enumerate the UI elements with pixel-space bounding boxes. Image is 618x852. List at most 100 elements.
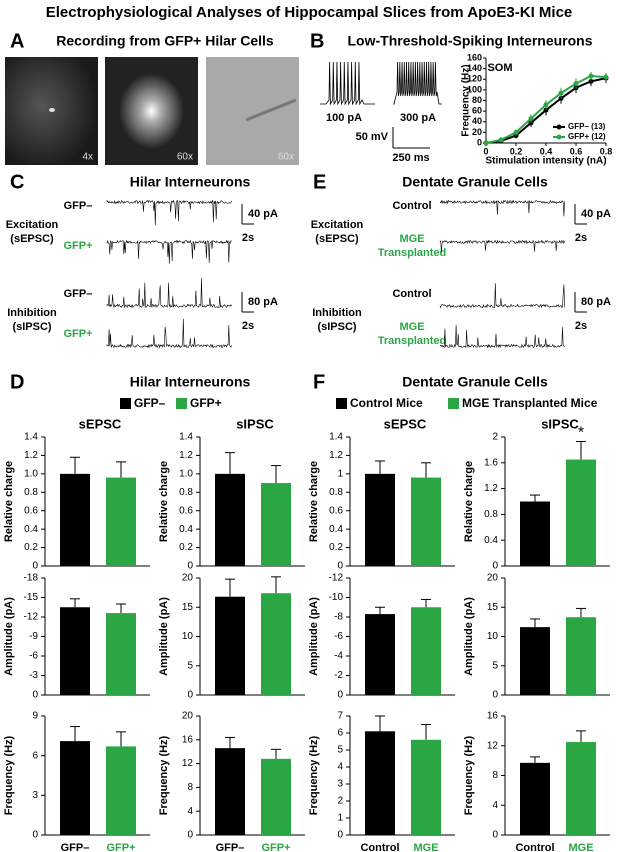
y-tick-label: -3 [29, 670, 38, 681]
row-label: Transplanted [378, 247, 446, 259]
data-point [513, 129, 519, 135]
panel-letter: F [313, 371, 325, 393]
y-tick-label: 0.6 [329, 505, 343, 516]
data-point [588, 73, 594, 79]
y-tick-label: 20 [487, 573, 499, 584]
y-tick-label: 10 [182, 631, 194, 642]
y-tick-label: 160 [467, 52, 482, 62]
current-trace [439, 239, 565, 253]
y-tick-label: -2 [334, 670, 343, 681]
y-tick-label: 1.4 [329, 432, 343, 443]
annotation: SOM [487, 62, 512, 74]
y-tick-label: 10 [487, 631, 499, 642]
y-tick-label: 80 [472, 95, 482, 105]
legend-swatch [448, 398, 459, 409]
bar [520, 627, 550, 695]
y-axis-label: Frequency (Hz) [308, 735, 320, 815]
group-label: (sIPSC) [317, 321, 356, 333]
panel-letter: D [10, 371, 24, 393]
data-point [528, 116, 534, 122]
x-axis-label: Stimulation intensity (nA) [485, 156, 606, 167]
y-tick-label: 9 [32, 711, 38, 722]
x-tick-label: 0.8 [600, 146, 613, 156]
bar [365, 473, 395, 566]
row-label: Control [392, 288, 431, 300]
current-trace [439, 324, 565, 349]
y-axis-label: Frequency (Hz) [158, 735, 170, 815]
voltage-trace [320, 61, 375, 106]
y-tick-label: 5 [187, 660, 193, 671]
y-tick-label: 0.4 [179, 524, 193, 535]
y-tick-label: 0 [337, 561, 343, 572]
row-label: Transplanted [378, 335, 446, 347]
bar [215, 596, 245, 695]
scale-label: 250 ms [392, 152, 429, 164]
group-label: (sIPSC) [12, 321, 51, 333]
bar [106, 477, 136, 566]
data-point [543, 102, 549, 108]
y-tick-label: 0.4 [24, 524, 38, 535]
y-tick-label: 1.2 [484, 483, 498, 494]
y-tick-label: -8 [334, 612, 343, 623]
row-label: MGE [399, 233, 424, 245]
legend-label: GFP+ (12) [568, 132, 606, 141]
data-point [558, 90, 564, 96]
bar [106, 746, 136, 835]
y-tick-label: 0.4 [329, 524, 343, 535]
y-tick-label: -4 [334, 651, 343, 662]
x-tick-label: GFP– [61, 842, 90, 852]
y-tick-label: 0.2 [24, 542, 38, 553]
bar [261, 483, 291, 566]
row-label: GFP+ [63, 328, 92, 340]
data-point [573, 81, 579, 86]
y-tick-label: 0.8 [179, 487, 193, 498]
legend-label: MGE Transplanted Mice [462, 396, 598, 410]
image-label: 60x [278, 152, 294, 163]
y-tick-label: 1.4 [179, 432, 193, 443]
y-tick-label: 0.8 [329, 487, 343, 498]
panel-letter: B [310, 30, 324, 52]
y-axis-label: Amplitude (pA) [308, 597, 320, 676]
panel-letter: A [10, 30, 24, 52]
y-tick-label: 120 [467, 74, 482, 84]
bar [365, 614, 395, 695]
y-tick-label: 5 [337, 745, 343, 756]
y-tick-label: -12 [329, 573, 344, 584]
group-label: Excitation [6, 219, 59, 231]
bar [411, 739, 441, 835]
legend-marker [556, 124, 562, 130]
y-tick-label: 16 [182, 734, 194, 745]
panel-title: Dentate Granule Cells [402, 174, 548, 190]
x-tick-label: GFP+ [261, 842, 290, 852]
x-tick-label: 0 [483, 146, 488, 156]
y-tick-label: 3 [32, 790, 38, 801]
y-axis-label: Relative charge [3, 461, 15, 542]
legend-label: GFP+ [190, 396, 222, 410]
y-tick-label: 2 [337, 796, 343, 807]
micrograph [105, 57, 198, 165]
y-tick-label: -9 [29, 631, 38, 642]
row-label: GFP– [64, 288, 93, 300]
bar [60, 473, 90, 566]
data-point [483, 140, 489, 146]
legend-marker [556, 134, 562, 140]
y-axis-label: Relative charge [308, 461, 320, 542]
data-point [588, 78, 594, 84]
y-tick-label: 0 [492, 830, 498, 841]
panel-letter: C [10, 171, 24, 193]
group-label: (sEPSC) [315, 233, 359, 245]
y-tick-label: 140 [467, 63, 482, 73]
chart-title: sIPSC [236, 416, 274, 431]
y-tick-label: 0 [337, 830, 343, 841]
row-label: Control [392, 200, 431, 212]
scale-label: 2s [242, 320, 254, 332]
bar [411, 477, 441, 566]
group-label: Excitation [311, 219, 364, 231]
data-point [603, 74, 609, 80]
y-tick-label: 15 [182, 602, 194, 613]
micrograph [206, 57, 299, 165]
x-tick-label: MGE [568, 842, 593, 852]
y-tick-label: 1.2 [179, 450, 193, 461]
y-axis-label: Frequency (Hz) [463, 735, 475, 815]
y-tick-label: 8 [492, 770, 498, 781]
